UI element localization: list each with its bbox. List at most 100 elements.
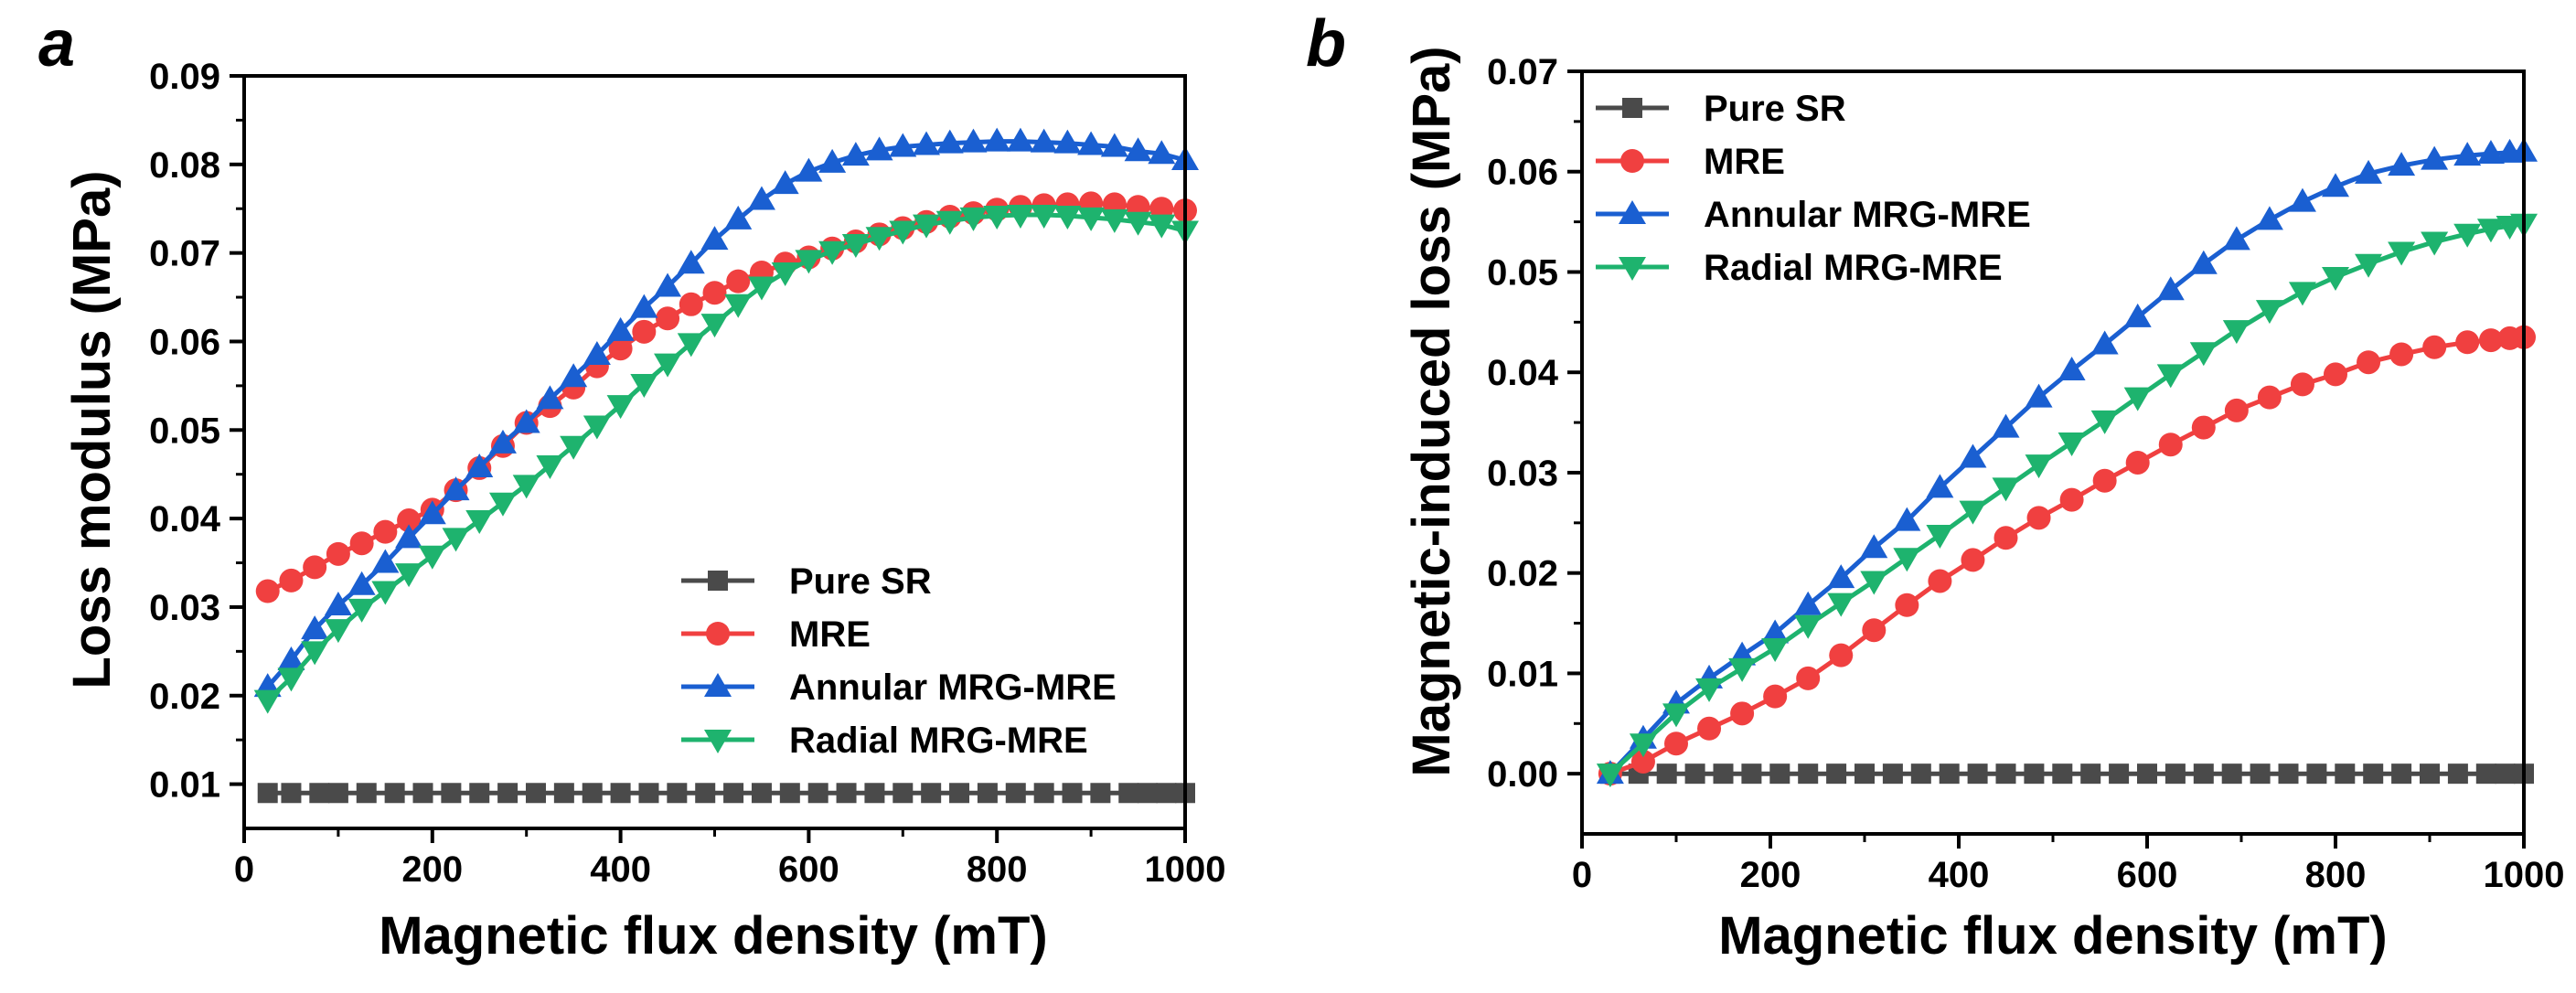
data-point-b-0 <box>1684 763 1705 785</box>
data-point-a-2 <box>935 129 964 154</box>
data-point-b-2 <box>2255 206 2283 230</box>
data-point-a-0 <box>667 783 688 804</box>
data-point-a-2 <box>1100 133 1128 157</box>
data-point-a-0 <box>779 783 800 804</box>
data-point-a-3 <box>277 667 305 692</box>
data-point-a-2 <box>1006 127 1034 152</box>
data-point-a-2 <box>1030 128 1058 153</box>
data-point-b-3 <box>2322 266 2349 291</box>
legend-label-a-1: MRE <box>789 614 871 655</box>
data-point-a-3 <box>935 210 964 235</box>
data-point-a-1 <box>632 319 657 344</box>
data-point-b-0 <box>1910 763 1931 785</box>
data-point-a-0 <box>807 783 828 804</box>
data-point-a-0 <box>327 783 348 804</box>
data-point-a-3 <box>724 294 753 318</box>
data-point-b-3 <box>1662 703 1690 728</box>
data-point-a-2 <box>418 500 446 525</box>
data-point-a-1 <box>303 555 327 580</box>
data-point-a-3 <box>654 353 682 378</box>
data-point-a-2 <box>1053 129 1082 154</box>
data-point-a-0 <box>893 783 914 804</box>
data-point-a-3 <box>1124 211 1152 236</box>
data-point-b-0 <box>2109 763 2130 785</box>
data-point-a-3 <box>795 250 823 274</box>
data-point-b-2 <box>1860 534 1888 559</box>
data-point-b-0 <box>1967 763 1988 785</box>
data-point-b-1 <box>2092 468 2117 493</box>
data-point-a-0 <box>309 783 330 804</box>
data-point-b-1 <box>1928 569 1952 593</box>
y-tick-label-b: 0.07 <box>1487 52 1558 92</box>
y-tick-label-b: 0.04 <box>1487 353 1559 393</box>
y-tick-label-b: 0.00 <box>1487 754 1558 795</box>
data-point-a-3 <box>1030 205 1058 230</box>
data-point-a-2 <box>841 142 870 166</box>
data-point-a-3 <box>253 689 282 714</box>
x-tick-label-a: 200 <box>401 849 463 890</box>
data-point-a-0 <box>977 783 998 804</box>
data-point-a-0 <box>356 783 377 804</box>
data-point-b-1 <box>2357 350 2381 375</box>
legend-a: Pure SR MRE Annular MRG-MRE Radial MRG-MRE <box>681 561 1117 761</box>
x-axis-title-a: Magnetic flux density (mT) <box>379 906 1048 966</box>
data-point-a-0 <box>1005 783 1026 804</box>
data-point-a-2 <box>1077 131 1106 155</box>
data-point-b-1 <box>2191 415 2216 440</box>
data-point-b-1 <box>2478 328 2503 353</box>
data-point-a-0 <box>553 783 574 804</box>
data-point-b-3 <box>1959 500 1987 525</box>
series-line-b-2 <box>1609 149 2525 775</box>
data-point-b-2 <box>2355 159 2383 184</box>
data-point-b-3 <box>2421 231 2449 256</box>
data-point-a-0 <box>1137 783 1158 804</box>
axes-a: 0 200 400 600 800 1000 0.01 0.02 0.03 0.04 0.05 0.0… <box>149 57 1225 890</box>
data-point-b-2 <box>2453 142 2482 166</box>
data-point-b-0 <box>2447 763 2468 785</box>
data-point-a-3 <box>560 435 588 460</box>
legend-marker-b-1 <box>1620 149 1644 173</box>
legend-label-a-0: Pure SR <box>789 561 932 602</box>
data-point-a-3 <box>488 492 517 517</box>
data-point-b-0 <box>2278 763 2299 785</box>
data-point-a-3 <box>889 220 917 245</box>
data-point-b-0 <box>1995 763 2016 785</box>
data-point-a-2 <box>465 453 494 477</box>
data-point-b-1 <box>1829 643 1854 667</box>
data-point-b-3 <box>1827 593 1855 617</box>
data-point-a-3 <box>1100 208 1128 233</box>
data-point-b-3 <box>1629 733 1657 758</box>
data-point-a-3 <box>583 415 611 440</box>
y-tick-label-b: 0.02 <box>1487 554 1558 594</box>
data-point-a-2 <box>583 340 611 365</box>
data-point-a-2 <box>654 272 682 297</box>
data-point-b-3 <box>2189 342 2218 367</box>
x-tick-label-b: 600 <box>2117 855 2178 895</box>
data-point-a-3 <box>771 262 799 286</box>
data-point-b-2 <box>2322 173 2349 198</box>
data-point-b-3 <box>1695 678 1724 702</box>
data-point-b-3 <box>1596 763 1624 788</box>
data-point-a-1 <box>397 508 422 533</box>
data-point-b-1 <box>2389 342 2414 367</box>
data-point-b-0 <box>1855 763 1875 785</box>
data-point-a-2 <box>488 429 517 454</box>
data-point-b-3 <box>2025 454 2053 479</box>
data-point-a-2 <box>818 148 847 173</box>
y-tick-label-a: 0.09 <box>149 57 220 97</box>
data-point-a-0 <box>1118 783 1139 804</box>
data-point-a-3 <box>1053 205 1082 230</box>
x-tick-label-b: 0 <box>1572 855 1592 895</box>
data-point-a-3 <box>465 510 494 535</box>
data-point-a-3 <box>347 598 376 623</box>
data-point-a-2 <box>347 571 376 595</box>
data-point-a-0 <box>525 783 546 804</box>
data-point-b-3 <box>2156 364 2185 389</box>
legend-label-b-0: Pure SR <box>1704 89 1846 129</box>
legend-marker-b-2 <box>1619 200 1646 224</box>
data-point-b-1 <box>1763 684 1788 709</box>
data-point-a-2 <box>371 549 400 573</box>
x-tick-label-a: 400 <box>590 849 651 890</box>
data-point-b-2 <box>2156 276 2185 301</box>
y-tick-label-b: 0.05 <box>1487 252 1558 293</box>
